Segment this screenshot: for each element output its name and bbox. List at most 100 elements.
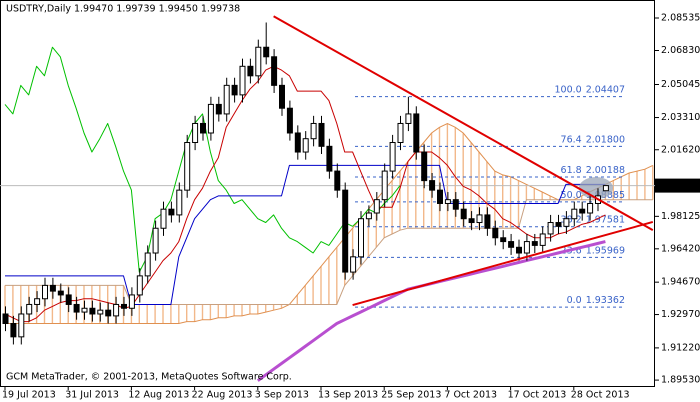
y-tick-label: 2.03310 [661,112,700,123]
x-tick-label: 22 Aug 2013 [192,390,253,401]
candle-body [160,208,167,229]
y-tick-label: 1.98125 [661,211,700,222]
candle-body [247,65,254,77]
candle-body [500,237,507,243]
candle-body [200,122,206,134]
y-tick-label: 2.06830 [661,45,700,56]
candle-body [579,208,586,214]
candle-body [215,103,222,115]
price-box [655,178,700,193]
fib-label: 76.4 2.01800 [561,134,625,145]
candle-body [358,218,364,258]
indicator-line [4,65,606,323]
candle-body [97,309,104,315]
y-tick-label: 2.05045 [661,79,700,90]
candle-body [81,307,88,313]
candle-body [421,151,428,182]
x-tick-label: 28 Oct 2013 [571,390,630,401]
candle-body [492,227,499,239]
candle-body [18,313,25,338]
candle-body [121,303,127,309]
y-tick-label: 1.92970 [661,309,700,320]
candle-body [255,46,262,77]
candle-body [239,65,246,96]
candle-body [223,84,230,115]
candle-body [294,132,301,153]
candle-body [168,208,175,216]
fib-price: 1.95969 [586,245,625,256]
candle-body [263,46,270,58]
candle-body [73,303,80,313]
fib-price: 1.97581 [586,214,625,225]
candle-body [563,218,570,227]
candle-body [2,313,9,325]
x-tick-label: 19 Jul 2013 [2,390,56,401]
x-tick-label: 3 Sep 2013 [255,390,309,401]
fib-price: 1.93362 [586,295,625,306]
fib-price: 2.04407 [586,84,625,95]
candle-body [547,222,554,235]
copyright: GCM MetaTrader, © 2001-2013, MetaQuotes … [6,372,292,383]
candle-body [207,103,214,134]
candle-body [350,256,357,273]
candle-body [65,294,72,305]
axes: 2.08535 2.06830 2.05045 2.03310 2.01620 1.981… [2,13,700,401]
candle-body [49,284,56,292]
candle-body [334,170,341,191]
candle-body [460,208,467,220]
candle-body [279,84,285,109]
y-tick-label: 1.89530 [661,375,700,386]
candle-body [10,323,17,338]
x-tick-label: 31 Jul 2013 [65,390,119,401]
candle-body [389,142,396,172]
candle-body [326,145,333,172]
candles [2,22,609,345]
candle-body [302,138,309,153]
candle-body [136,275,143,296]
candle-body [310,122,317,140]
candle-body [516,246,522,254]
candle-body [508,241,515,248]
candle-body [113,303,120,317]
trendline [352,220,654,306]
candle-body [42,284,48,300]
candle-body [531,241,538,246]
candle-body [429,180,436,191]
candle-body [444,199,451,204]
fib-label: 38.2 1.97581 [561,214,625,225]
candle-body [176,189,183,216]
candle-body [397,122,404,144]
x-tick-label: 25 Sep 2013 [381,390,441,401]
x-tick-label: 12 Aug 2013 [128,390,189,401]
candle-body [342,189,349,273]
y-tick-label: 1.96420 [661,243,700,254]
candle-body [373,199,380,214]
candle-body [571,208,578,220]
candle-body [192,122,199,144]
fib-level: 100.0 [555,84,582,95]
candle-body [539,233,546,246]
candle-body [231,84,238,96]
fib-level: 0.0 [567,295,582,306]
fib-label: 0.0 1.93362 [567,295,625,306]
candle-body [587,202,594,214]
candle-body [365,212,372,220]
fib-level: 76.4 [561,134,582,145]
fib-level: 50.0 [561,189,582,200]
candle-body [405,113,412,124]
price-label: 1.99738 [659,180,698,191]
candle-body [602,185,609,192]
fib-price: 2.01800 [586,134,625,145]
candle-body [413,113,420,153]
candle-body [468,218,475,224]
candle-body [484,214,491,229]
candle-body [34,298,41,305]
fib-level: 61.8 [561,165,582,176]
x-tick-label: 17 Oct 2013 [508,390,567,401]
candle-body [152,227,159,254]
indicator-line [4,46,401,273]
candle-body [57,290,64,296]
candle-body [184,142,191,191]
fib-label: 61.8 2.00188 [561,165,625,176]
candle-body [523,241,530,254]
